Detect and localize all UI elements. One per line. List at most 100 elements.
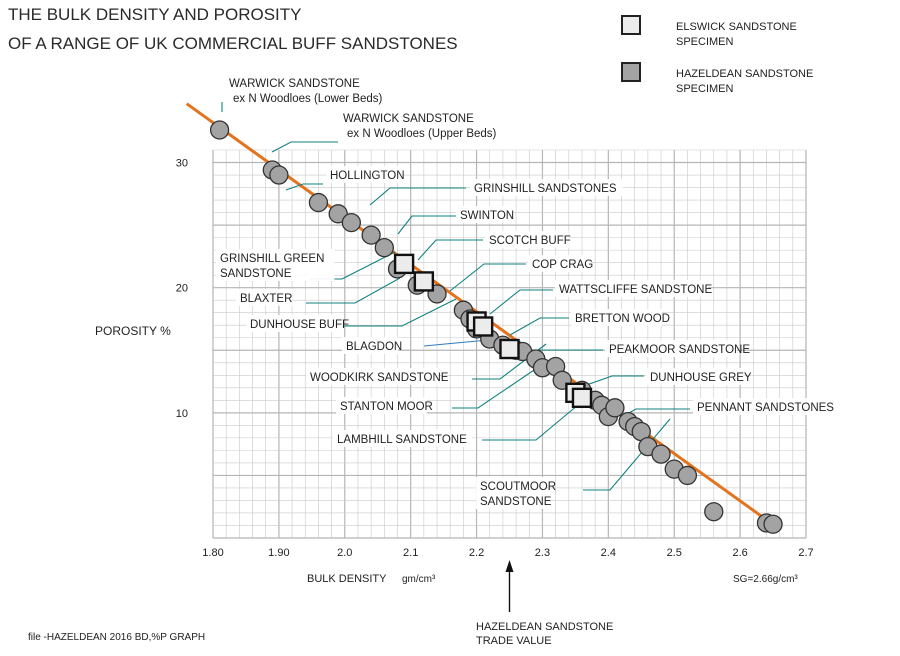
annotation-label-bg xyxy=(555,280,708,297)
hazeldean-point xyxy=(677,465,698,486)
annotation-label-bg xyxy=(342,337,399,354)
leader-line xyxy=(417,239,483,261)
legend-label: HAZELDEAN SANDSTONE xyxy=(676,68,813,80)
y-tick-label: 20 xyxy=(176,283,188,295)
elswick-point xyxy=(413,271,435,292)
annotation-label: COP CRAG xyxy=(532,259,593,271)
hazeldean-point xyxy=(341,212,362,233)
annotation-label-bg xyxy=(216,249,335,281)
x-axis-label: BULK DENSITY xyxy=(307,573,387,585)
leader-line xyxy=(369,187,466,206)
legend-circle-marker xyxy=(621,62,641,82)
legend-square-marker xyxy=(621,15,641,35)
hazeldean-point xyxy=(308,192,329,213)
legend-label: ELSWICK SANDSTONE xyxy=(676,21,797,33)
hazeldean-point xyxy=(763,514,783,534)
annotation-label: SANDSTONE xyxy=(220,268,292,280)
annotation-label-bg xyxy=(646,368,744,385)
hazeldean-point xyxy=(361,225,381,245)
elswick-point xyxy=(571,387,593,409)
annotation-label-bg xyxy=(456,206,513,223)
x-tick-label: 1.80 xyxy=(202,547,223,559)
annotation-label: WARWICK SANDSTONE xyxy=(343,113,474,125)
x-tick-label: 2.0 xyxy=(337,547,352,559)
leader-line xyxy=(423,339,489,347)
elswick-point xyxy=(393,253,415,275)
annotation-label-bg xyxy=(528,255,592,272)
annotation-label: GRINSHILL GREEN xyxy=(220,253,324,265)
annotation-label: DUNHOUSE GREY xyxy=(650,372,752,384)
annotation-label: WATTSCLIFFE SANDSTONE xyxy=(559,284,712,296)
leader-line xyxy=(285,183,323,191)
annotation-label: DUNHOUSE BUFF xyxy=(250,319,349,331)
y-tick-label: 30 xyxy=(176,158,188,170)
annotation-label: WARWICK SANDSTONE xyxy=(229,78,360,90)
leader-line xyxy=(489,289,553,315)
hazeldean-point xyxy=(269,165,289,185)
trade-value-label: TRADE VALUE xyxy=(476,635,552,647)
annotation-label-bg xyxy=(476,477,547,509)
annotation-label: PEAKMOOR SANDSTONE xyxy=(609,344,750,356)
annotation-label-bg xyxy=(470,179,623,196)
leader-line xyxy=(482,394,591,441)
footer-file-label: file -HAZELDEAN 2016 BD,%P GRAPH xyxy=(28,632,205,643)
leader-line xyxy=(271,141,338,153)
trade-value-label: HAZELDEAN SANDSTONE xyxy=(476,621,613,633)
annotation-label: SCOTCH BUFF xyxy=(489,235,571,247)
annotation-label-bg xyxy=(333,430,473,447)
x-axis-unit: gm/cm³ xyxy=(402,574,436,585)
data-markers: 2 xyxy=(209,120,783,534)
x-tick-label: 2.2 xyxy=(469,547,484,559)
x-tick-label: 2.4 xyxy=(601,547,616,559)
annotation-label: BRETTON WOOD xyxy=(575,313,670,325)
annotation-label: ex N Woodloes (Upper Beds) xyxy=(347,128,497,140)
annotation-label-bg xyxy=(326,166,403,183)
annotation-label-bg xyxy=(605,340,738,357)
annotation-label-bg xyxy=(225,74,420,106)
y-axis-label: POROSITY % xyxy=(95,324,171,338)
annotation-label: SWINTON xyxy=(460,210,514,222)
trade-value-arrow-head xyxy=(505,560,514,572)
legend-label: SPECIMEN xyxy=(676,36,734,48)
annotation-label-bg xyxy=(236,289,293,306)
hazeldean-point xyxy=(209,120,230,140)
leader-line xyxy=(577,375,644,389)
x-tick-label: 2.7 xyxy=(798,547,813,559)
leader-line xyxy=(452,365,541,409)
leader-line xyxy=(306,277,401,304)
x-tick-label: 1.90 xyxy=(268,547,289,559)
annotation-label-bg xyxy=(306,368,439,385)
annotation-label-bg xyxy=(571,309,662,326)
annotation-label-bg xyxy=(336,397,427,414)
elswick-point xyxy=(499,338,520,360)
hazeldean-point xyxy=(374,237,394,258)
leader-line xyxy=(344,298,457,327)
x-tick-label: 2.1 xyxy=(403,547,418,559)
chart-title-line: OF A RANGE OF UK COMMERCIAL BUFF SANDSTO… xyxy=(8,34,458,53)
annotation-label: BLAXTER xyxy=(240,293,292,305)
annotation-label: HOLLINGTON xyxy=(330,170,405,182)
annotation-label: SANDSTONE xyxy=(480,496,552,508)
x-tick-label: 2.3 xyxy=(535,547,550,559)
annotation-label: BLAGDON xyxy=(346,341,402,353)
annotation-label: LAMBHILL SANDSTONE xyxy=(337,434,467,446)
annotation-label: STANTON MOOR xyxy=(340,401,433,413)
annotation-label: GRINSHILL SANDSTONES xyxy=(474,183,617,195)
annotation-label-bg xyxy=(246,315,344,332)
hazeldean-point xyxy=(605,398,625,418)
annotation-label: WOODKIRK SANDSTONE xyxy=(310,372,449,384)
annotations: WARWICK SANDSTONE ex N Woodloes (Lower Be… xyxy=(216,74,834,509)
annotation-label: ex N Woodloes (Lower Beds) xyxy=(233,93,383,105)
sg-label: SG=2.66g/cm³ xyxy=(733,574,798,585)
hazeldean-point xyxy=(328,204,348,224)
leader-line xyxy=(397,215,456,235)
leader-line xyxy=(449,263,526,292)
annotation-label-bg xyxy=(485,231,569,248)
annotation-label: SCOUTMOOR xyxy=(480,481,556,493)
annotation-label-bg xyxy=(339,109,534,141)
chart-title-line: THE BULK DENSITY AND POROSITY xyxy=(8,5,301,24)
hazeldean-point xyxy=(651,444,671,464)
legend-label: SPECIMEN xyxy=(676,83,734,95)
